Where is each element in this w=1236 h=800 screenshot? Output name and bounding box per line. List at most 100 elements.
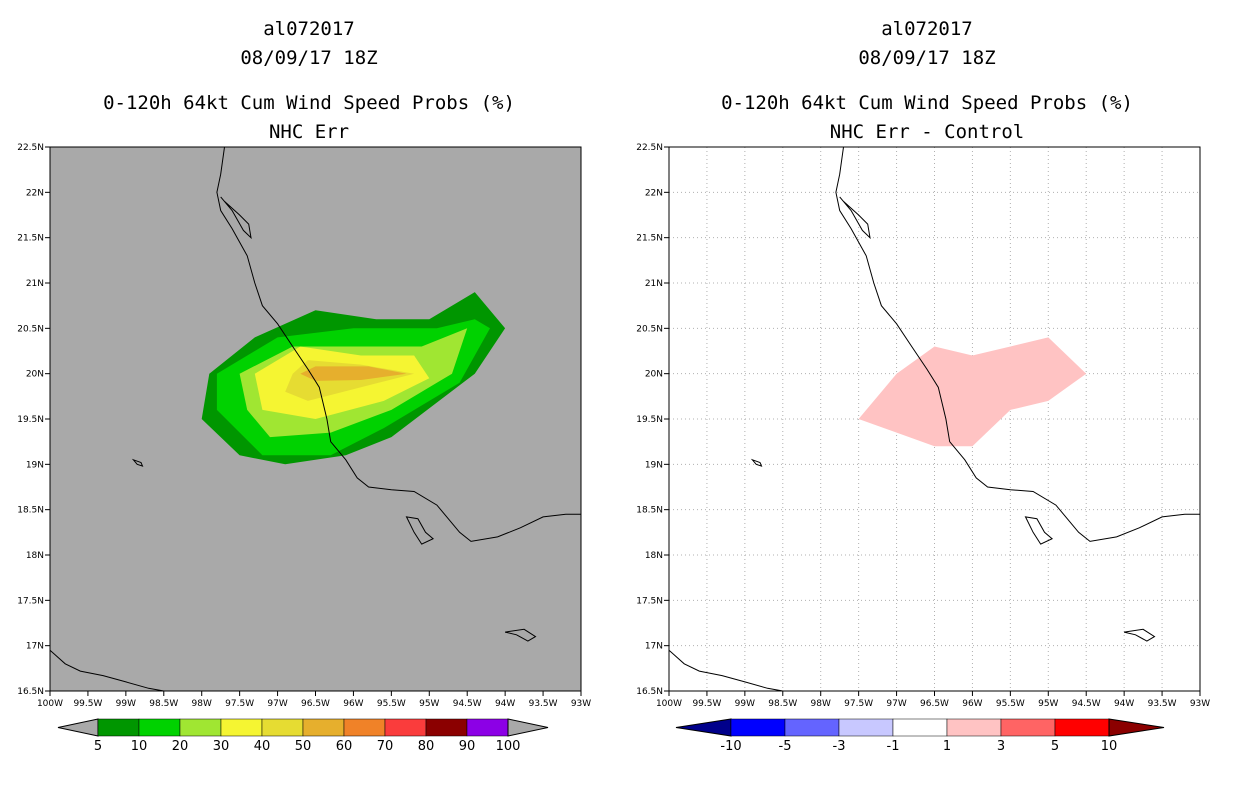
x-tick-label: 96.5W — [301, 699, 330, 709]
x-tick-label: 98W — [811, 699, 831, 709]
x-tick-label: 97W — [267, 699, 287, 709]
y-tick-label: 21.5N — [636, 234, 663, 244]
colorbar-high-triangle — [507, 718, 549, 737]
y-tick-label: 20N — [645, 370, 663, 380]
colorbar-label: 20 — [172, 739, 189, 754]
island-outline — [1123, 628, 1156, 642]
colorbar-swatch — [1000, 718, 1056, 737]
x-tick-label: 98W — [192, 699, 212, 709]
colorbar-swatch — [838, 718, 894, 737]
y-tick-label: 21.5N — [17, 234, 44, 244]
colorbar-swatch — [302, 718, 345, 737]
y-tick-label: 22N — [645, 188, 663, 198]
colorbar-swatch — [730, 718, 786, 737]
colorbar-label: 1 — [943, 739, 951, 754]
y-tick-label: 18N — [645, 551, 663, 561]
colorbar-label: 70 — [377, 739, 394, 754]
island-outline — [405, 516, 435, 545]
x-tick-label: 94.5W — [1072, 699, 1101, 709]
x-tick-label: 100W — [656, 699, 682, 709]
colorbar-label: 40 — [254, 739, 271, 754]
contour-1 — [858, 337, 1087, 447]
y-tick-label: 16.5N — [636, 687, 663, 697]
x-tick-label: 95W — [419, 699, 439, 709]
coastline — [216, 147, 581, 542]
island-outline — [750, 458, 763, 467]
y-tick-label: 17N — [645, 642, 663, 652]
colorbar-label: -10 — [720, 739, 741, 754]
x-tick-label: 93.5W — [1148, 699, 1177, 709]
coastline — [835, 147, 1200, 542]
x-tick-label: 95.5W — [996, 699, 1025, 709]
south-coastline — [50, 649, 164, 691]
island-outline — [1024, 516, 1054, 545]
colorbar-swatch — [97, 718, 140, 737]
colorbar: -10 -5 -3 -1 1 3 5 10 — [675, 718, 1165, 754]
x-tick-label: 96W — [343, 699, 363, 709]
colorbar-swatch — [425, 718, 468, 737]
y-tick-label: 20.5N — [636, 324, 663, 334]
colorbar-swatch — [179, 718, 222, 737]
left-map-plot: 100W 99.5W 99W 98.5W 98W 97.5W 97W 96.5W 96W 95.5… — [17, 143, 591, 754]
y-tick-label: 21N — [26, 279, 44, 289]
island-outline — [504, 628, 537, 642]
y-tick-label: 16.5N — [17, 687, 44, 697]
x-tick-label: 99W — [116, 699, 136, 709]
y-tick-label: 19N — [26, 460, 44, 470]
colorbar-swatch — [946, 718, 1002, 737]
south-coastline — [669, 649, 783, 691]
x-tick-label: 100W — [37, 699, 63, 709]
y-tick-label: 17.5N — [636, 596, 663, 606]
colorbar-label: 100 — [496, 739, 521, 754]
colorbar-swatch — [892, 718, 948, 737]
right-map-plot: 100W 99.5W 99W 98.5W 98W 97.5W 97W 96.5W 96W 95.5… — [636, 143, 1210, 754]
colorbar-swatch — [220, 718, 263, 737]
x-tick-label: 96.5W — [920, 699, 949, 709]
right-chart-title: 0-120h 64kt Cum Wind Speed Probs (%) — [721, 92, 1133, 114]
y-tick-label: 22.5N — [17, 143, 44, 153]
x-tick-label: 99W — [735, 699, 755, 709]
colorbar-low-triangle — [675, 718, 732, 737]
colorbar-swatch — [138, 718, 181, 737]
colorbar-label: 5 — [1051, 739, 1059, 754]
colorbar-swatch — [343, 718, 386, 737]
lagoon-outline — [220, 196, 252, 240]
colorbar-label: 10 — [131, 739, 148, 754]
colorbar-label: -3 — [833, 739, 846, 754]
y-tick-label: 19.5N — [636, 415, 663, 425]
x-tick-label: 93.5W — [529, 699, 558, 709]
y-tick-label: 17.5N — [17, 596, 44, 606]
left-storm-id: al072017 — [263, 18, 355, 40]
contour-50 — [300, 366, 407, 381]
x-tick-label: 98.5W — [768, 699, 797, 709]
y-tick-label: 20N — [26, 370, 44, 380]
colorbar-low-triangle — [57, 718, 99, 737]
right-chart-subtitle: NHC Err - Control — [829, 121, 1025, 143]
x-tick-label: 95W — [1038, 699, 1058, 709]
y-tick-label: 18N — [26, 551, 44, 561]
colorbar-label: -5 — [779, 739, 792, 754]
x-tick-label: 94W — [1114, 699, 1134, 709]
y-tick-label: 21N — [645, 279, 663, 289]
colorbar-swatch — [784, 718, 840, 737]
left-chart-title: 0-120h 64kt Cum Wind Speed Probs (%) — [103, 92, 515, 114]
x-tick-label: 99.5W — [73, 699, 102, 709]
x-tick-label: 97W — [886, 699, 906, 709]
y-tick-label: 18.5N — [636, 506, 663, 516]
colorbar-label: -1 — [887, 739, 900, 754]
x-tick-label: 93W — [1190, 699, 1210, 709]
colorbar-label: 30 — [213, 739, 230, 754]
colorbar-label: 5 — [94, 739, 102, 754]
colorbar-swatch — [384, 718, 427, 737]
x-tick-label: 97.5W — [844, 699, 873, 709]
colorbar-label: 3 — [997, 739, 1005, 754]
colorbar-label: 10 — [1101, 739, 1118, 754]
x-tick-label: 96W — [962, 699, 982, 709]
y-tick-label: 17N — [26, 642, 44, 652]
right-datetime: 08/09/17 18Z — [858, 47, 996, 69]
island-outline — [131, 458, 144, 467]
colorbar-high-triangle — [1108, 718, 1165, 737]
right-storm-id: al072017 — [881, 18, 973, 40]
x-tick-label: 95.5W — [377, 699, 406, 709]
x-tick-label: 97.5W — [225, 699, 254, 709]
